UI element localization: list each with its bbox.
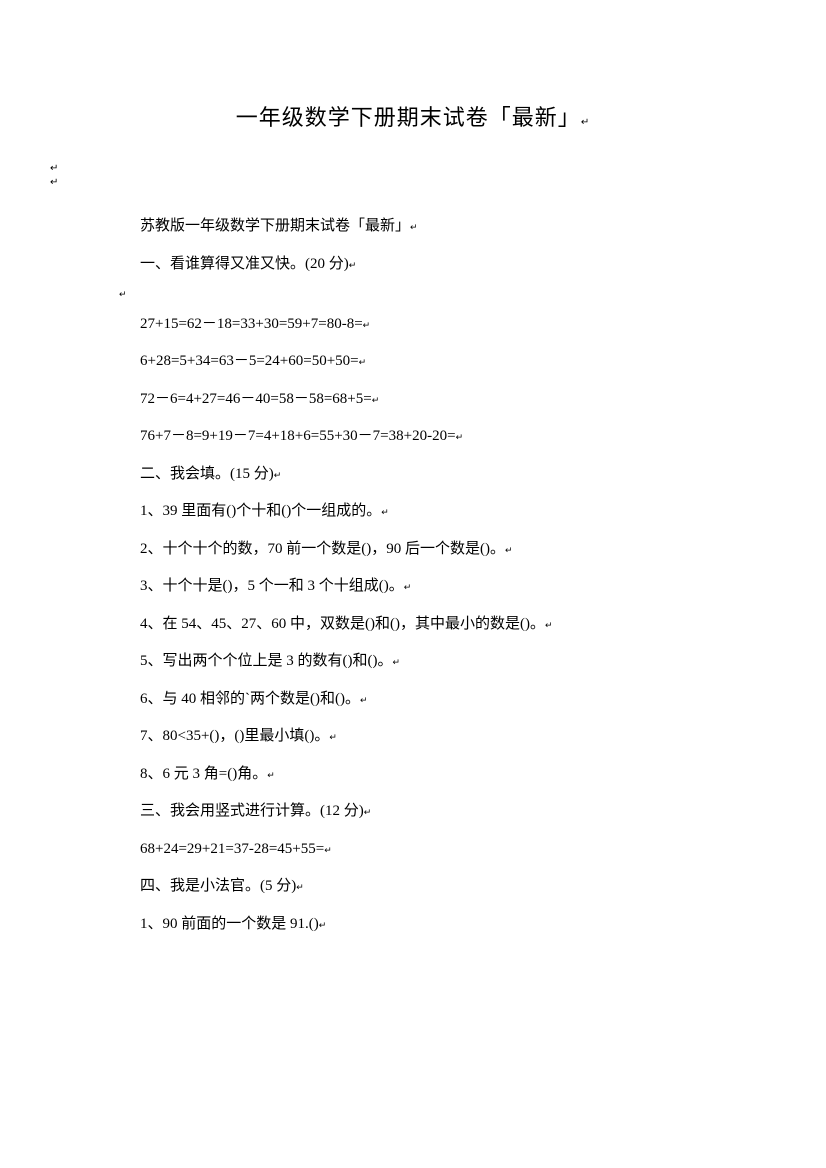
section-header: 四、我是小法官。(5 分)↵ <box>110 868 716 906</box>
document-page: 一年级数学下册期末试卷「最新」↵ ↵ ↵ 苏教版一年级数学下册期末试卷「最新」↵… <box>0 0 826 1003</box>
calc-line: 72－6=4+27=46－40=58－58=68+5=↵ <box>110 381 716 419</box>
line-marker: ↵ <box>364 807 372 817</box>
fill-item: 5、写出两个个位上是 3 的数有()和()。↵ <box>110 643 716 681</box>
section3-header-text: 三、我会用竖式进行计算。(12 分) <box>140 803 364 819</box>
judge-item: 1、90 前面的一个数是 91.()↵ <box>110 906 716 944</box>
section4-header-text: 四、我是小法官。(5 分) <box>140 878 296 894</box>
line-marker: ↵ <box>324 845 332 855</box>
line-marker: ↵ <box>329 732 337 742</box>
line-marker: ↵ <box>545 620 553 630</box>
line-marker: ↵ <box>319 920 327 930</box>
calc-line: 6+28=5+34=63－5=24+60=50+50=↵ <box>110 343 716 381</box>
line-marker: ↵ <box>360 695 368 705</box>
calc-line: 68+24=29+21=37-28=45+55=↵ <box>110 831 716 869</box>
fill-text: 8、6 元 3 角=()角。 <box>140 766 267 782</box>
fill-item: 7、80<35+()，()里最小填()。↵ <box>110 718 716 756</box>
line-marker: ↵ <box>296 882 304 892</box>
line-marker: ↵ <box>410 222 418 232</box>
calc-text: 72－6=4+27=46－40=58－58=68+5= <box>140 391 372 407</box>
title-text: 一年级数学下册期末试卷「最新」 <box>236 105 581 130</box>
section2-header-text: 二、我会填。(15 分) <box>140 466 274 482</box>
page-title: 一年级数学下册期末试卷「最新」↵ <box>110 100 716 132</box>
calc-text: 27+15=62－18=33+30=59+7=80-8= <box>140 316 363 332</box>
document-content: 苏教版一年级数学下册期末试卷「最新」↵ 一、看谁算得又准又快。(20 分)↵ ↵… <box>110 208 716 943</box>
section-header: 三、我会用竖式进行计算。(12 分)↵ <box>110 793 716 831</box>
line-marker: ↵ <box>456 432 464 442</box>
subtitle-text: 苏教版一年级数学下册期末试卷「最新」 <box>140 218 410 234</box>
line-marker: ↵ <box>404 582 412 592</box>
line-marker: ↵ <box>381 507 389 517</box>
fill-item: 2、十个十个的数，70 前一个数是()，90 后一个数是()。↵ <box>110 531 716 569</box>
line-marker: ↵ <box>274 470 282 480</box>
section-header: 二、我会填。(15 分)↵ <box>110 456 716 494</box>
section1-header-text: 一、看谁算得又准又快。(20 分) <box>140 256 349 272</box>
fill-text: 3、十个十是()，5 个一和 3 个十组成()。 <box>140 578 404 594</box>
line-marker: ↵ <box>110 283 716 306</box>
fill-item: 8、6 元 3 角=()角。↵ <box>110 756 716 794</box>
fill-text: 4、在 54、45、27、60 中，双数是()和()，其中最小的数是()。 <box>140 616 545 632</box>
fill-text: 7、80<35+()，()里最小填()。 <box>140 728 329 744</box>
fill-item: 6、与 40 相邻的`两个数是()和()。↵ <box>110 681 716 719</box>
line-marker: ↵ <box>363 320 371 330</box>
fill-text: 1、39 里面有()个十和()个一组成的。 <box>140 503 381 519</box>
line-marker: ↵ <box>392 657 400 667</box>
fill-item: 3、十个十是()，5 个一和 3 个十组成()。↵ <box>110 568 716 606</box>
calc-text: 6+28=5+34=63－5=24+60=50+50= <box>140 353 359 369</box>
line-marker: ↵ <box>267 770 275 780</box>
fill-item: 1、39 里面有()个十和()个一组成的。↵ <box>110 493 716 531</box>
calc-line: 27+15=62－18=33+30=59+7=80-8=↵ <box>110 306 716 344</box>
empty-markers: ↵ ↵ <box>50 162 716 190</box>
calc-text: 76+7－8=9+19－7=4+18+6=55+30－7=38+20-20= <box>140 428 456 444</box>
line-marker: ↵ <box>50 162 716 176</box>
fill-item: 4、在 54、45、27、60 中，双数是()和()，其中最小的数是()。↵ <box>110 606 716 644</box>
fill-text: 2、十个十个的数，70 前一个数是()，90 后一个数是()。 <box>140 541 505 557</box>
fill-text: 6、与 40 相邻的`两个数是()和()。 <box>140 691 360 707</box>
calc-text: 68+24=29+21=37-28=45+55= <box>140 841 324 857</box>
line-marker: ↵ <box>505 545 513 555</box>
section-header: 一、看谁算得又准又快。(20 分)↵ <box>110 246 716 284</box>
line-marker: ↵ <box>349 260 357 270</box>
line-marker: ↵ <box>581 117 590 128</box>
calc-line: 76+7－8=9+19－7=4+18+6=55+30－7=38+20-20=↵ <box>110 418 716 456</box>
judge-text: 1、90 前面的一个数是 91.() <box>140 916 319 932</box>
line-marker: ↵ <box>359 357 367 367</box>
fill-text: 5、写出两个个位上是 3 的数有()和()。 <box>140 653 392 669</box>
line-marker: ↵ <box>50 176 716 190</box>
subtitle-line: 苏教版一年级数学下册期末试卷「最新」↵ <box>110 208 716 246</box>
line-marker: ↵ <box>372 395 380 405</box>
